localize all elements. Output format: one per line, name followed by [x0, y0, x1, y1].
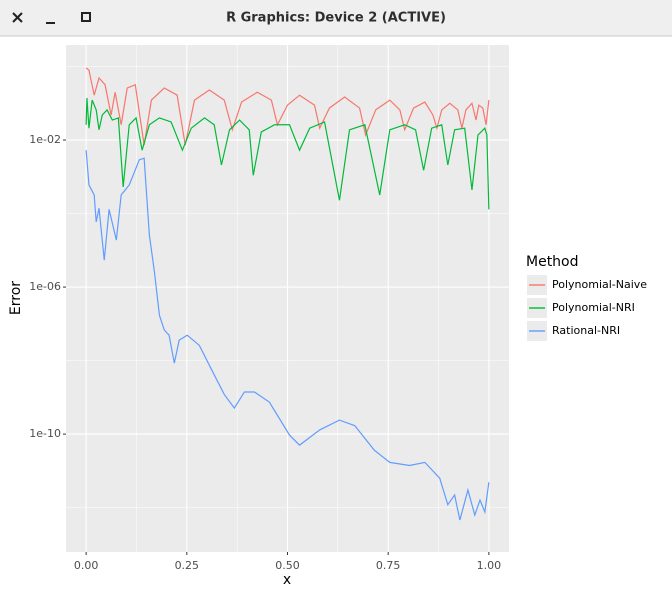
close-button[interactable] [12, 12, 23, 23]
y-axis-label: Error [8, 281, 24, 315]
legend-title: Method [526, 254, 579, 270]
x-tick-label: 0.00 [74, 559, 99, 572]
y-tick-label: 1e-02 [29, 133, 61, 146]
x-axis-label: x [283, 572, 291, 588]
series-line [85, 150, 490, 521]
x-tick-label: 1.00 [477, 559, 502, 572]
x-tick-label: 0.50 [275, 559, 300, 572]
x-tick-label: 0.25 [175, 559, 200, 572]
y-tick-label: 1e-10 [29, 427, 61, 440]
legend-label: Polynomial-Naive [552, 278, 647, 291]
y-tick-label: 1e-06 [29, 280, 61, 293]
x-tick-label: 0.75 [376, 559, 401, 572]
title-bar [0, 0, 672, 36]
legend-label: Rational-NRI [552, 324, 620, 337]
window-title: R Graphics: Device 2 (ACTIVE) [226, 11, 446, 26]
series-line [85, 67, 490, 146]
maximize-button[interactable] [81, 12, 91, 22]
legend-label: Polynomial-NRI [552, 301, 635, 314]
series-line [85, 97, 490, 210]
